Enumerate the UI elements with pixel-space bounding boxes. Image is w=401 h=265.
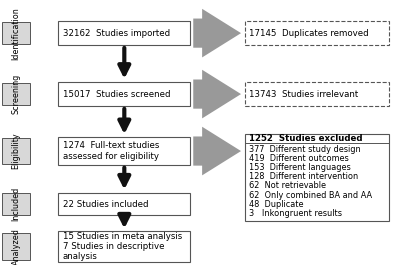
- Text: 13743  Studies irrelevant: 13743 Studies irrelevant: [249, 90, 358, 99]
- Text: Identification: Identification: [12, 7, 20, 60]
- FancyBboxPatch shape: [58, 21, 190, 45]
- FancyBboxPatch shape: [58, 137, 190, 165]
- FancyBboxPatch shape: [2, 22, 30, 44]
- Text: 153  Different languages: 153 Different languages: [249, 163, 350, 172]
- Text: 32162  Studies imported: 32162 Studies imported: [63, 29, 170, 38]
- Text: 377  Different study design: 377 Different study design: [249, 145, 360, 154]
- Text: 15017  Studies screened: 15017 Studies screened: [63, 90, 170, 99]
- Text: 419  Different outcomes: 419 Different outcomes: [249, 154, 348, 163]
- FancyBboxPatch shape: [245, 134, 389, 221]
- Text: 48  Duplicate: 48 Duplicate: [249, 200, 303, 209]
- FancyBboxPatch shape: [2, 138, 30, 164]
- FancyBboxPatch shape: [58, 231, 190, 262]
- Text: Eligibility: Eligibility: [12, 133, 20, 169]
- Text: 17145  Duplicates removed: 17145 Duplicates removed: [249, 29, 369, 38]
- Text: 15 Studies in meta analysis
7 Studies in descriptive
analysis: 15 Studies in meta analysis 7 Studies in…: [63, 232, 182, 261]
- Text: Analyzed: Analyzed: [12, 228, 20, 265]
- Text: 62  Not retrievable: 62 Not retrievable: [249, 182, 326, 191]
- FancyBboxPatch shape: [58, 193, 190, 215]
- Text: 3   Inkongruent results: 3 Inkongruent results: [249, 209, 342, 218]
- FancyBboxPatch shape: [2, 83, 30, 105]
- FancyBboxPatch shape: [245, 21, 389, 45]
- FancyBboxPatch shape: [2, 233, 30, 260]
- FancyBboxPatch shape: [245, 82, 389, 106]
- Text: 22 Studies included: 22 Studies included: [63, 200, 148, 209]
- Text: 62  Only combined BA and AA: 62 Only combined BA and AA: [249, 191, 372, 200]
- Text: 1274  Full-text studies
assessed for eligibility: 1274 Full-text studies assessed for elig…: [63, 141, 159, 161]
- Text: 128  Different intervention: 128 Different intervention: [249, 172, 358, 181]
- Text: 1252  Studies excluded: 1252 Studies excluded: [249, 134, 362, 143]
- FancyBboxPatch shape: [2, 193, 30, 215]
- Text: Screening: Screening: [12, 74, 20, 114]
- Text: Included: Included: [12, 187, 20, 221]
- FancyBboxPatch shape: [58, 82, 190, 106]
